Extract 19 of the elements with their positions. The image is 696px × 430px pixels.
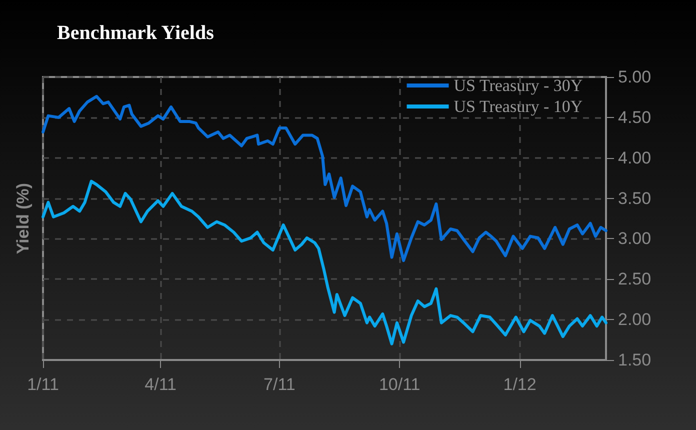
y-tick-label: 2.50: [618, 270, 652, 289]
y-tick-label: 3.00: [618, 229, 652, 248]
y-axis-title: Yield (%): [14, 182, 32, 254]
legend-label: US Treasury - 10Y: [454, 97, 583, 116]
x-tick-label: 4/11: [144, 375, 176, 394]
x-tick-label: 7/11: [264, 375, 296, 394]
y-tick-label: 4.50: [618, 108, 652, 127]
chart-title: Benchmark Yields: [57, 22, 214, 44]
y-tick-label: 1.50: [618, 350, 652, 370]
x-tick-label: 10/11: [378, 375, 420, 394]
y-tick-label: 4.00: [618, 148, 652, 168]
x-tick-label: 1/12: [503, 375, 536, 394]
x-tick-label: 1/11: [27, 375, 59, 394]
line-series: [42, 94, 608, 262]
y-tick-label: 2.00: [618, 310, 652, 330]
legend-label: US Treasury - 30Y: [454, 76, 583, 95]
y-tick-label: 3.50: [618, 188, 652, 208]
y-tick-label: 5.00: [618, 68, 652, 86]
line-series: [42, 180, 608, 346]
